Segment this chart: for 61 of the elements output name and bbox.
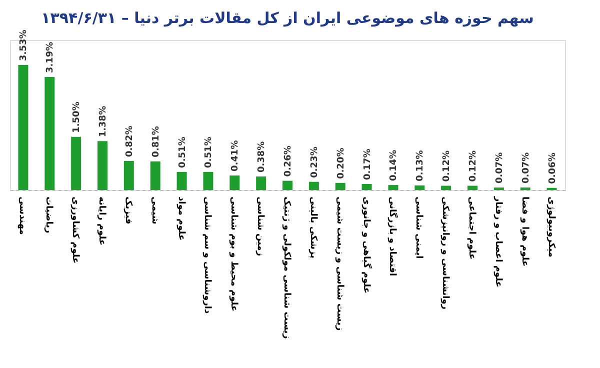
x-tick-label: زیست شناسی و زیست شیمی (334, 196, 344, 331)
data-label: 0.81% (151, 126, 162, 158)
bar (203, 172, 214, 190)
x-tick-label: علوم هوا و فضا (519, 196, 530, 267)
data-label: 1.50% (72, 102, 82, 133)
data-label: 0.41% (230, 140, 241, 172)
x-tick-label: پزشکی بالینی (308, 196, 318, 258)
data-label: 0.07% (494, 152, 505, 184)
data-label: 0.12% (442, 150, 452, 182)
bar (335, 182, 346, 190)
bar (71, 136, 82, 190)
bar (388, 185, 398, 190)
data-label: 1.38% (98, 106, 108, 138)
data-label: 3.19% (46, 42, 56, 74)
data-label: 0.20% (336, 148, 346, 179)
data-label: 0.17% (362, 148, 373, 180)
chart-title: سهم حوزه های موضوعی ایران از کل مقالات برتر دنیا – ۱۳۹۴/۶/۳۱ (41, 8, 534, 27)
data-label: 0.14% (389, 150, 400, 182)
x-tick-label: علوم اعصاب و رفتار (492, 196, 503, 288)
x-tick-label: علوم اجتماعی (466, 196, 476, 260)
x-tick-label: مهندسی (17, 196, 28, 235)
data-label: 3.53% (19, 30, 30, 61)
data-label: 0.51% (178, 136, 188, 168)
data-label: 0.82% (124, 126, 135, 157)
bar (468, 186, 478, 190)
x-tick-label: علوم رایانه (96, 196, 106, 246)
data-label: 0.07% (521, 152, 532, 184)
bar (362, 184, 372, 190)
bar (230, 175, 240, 190)
x-tick-label: ایمنی شناسی (414, 196, 424, 259)
data-label: 0.26% (284, 146, 294, 177)
data-label: 0.13% (416, 150, 426, 182)
x-tick-label: علوم کشاورزی (70, 196, 80, 264)
bar (256, 176, 266, 190)
x-tick-label: داروشناسی و سم شناسی (202, 196, 212, 314)
x-tick-label: علوم محیط و بوم شناسی (228, 196, 239, 312)
bar (18, 65, 28, 190)
bar (124, 160, 134, 190)
bar (98, 141, 108, 190)
bar (176, 172, 187, 190)
data-label: 0.51% (204, 136, 214, 168)
x-tick-label: میکروبیولوژی (546, 196, 556, 258)
data-label: 0.23% (310, 146, 320, 178)
x-tick-label: روانشناسی و روانپزشکی (440, 196, 450, 310)
x-tick-label: زیست شناسی مولکولی و ژنتیک (282, 196, 292, 339)
bar (44, 77, 55, 190)
bar (441, 186, 452, 190)
data-label: 0.38% (257, 141, 268, 173)
data-label: 0.06% (548, 152, 558, 184)
bar (150, 161, 160, 190)
x-tick-label: علوم مواد (176, 196, 186, 241)
bar (282, 180, 292, 190)
x-tick-label: اقتصاد و بازرگانی (387, 196, 400, 276)
bar (308, 182, 319, 190)
x-tick-label: شیمی (149, 196, 160, 224)
bar (414, 185, 425, 190)
x-tick-label: زمین شناسی (255, 196, 266, 256)
x-tick-label: علوم گیاهی و جانوری (360, 196, 373, 294)
data-label: 0.12% (468, 150, 478, 182)
x-tick-label: فیزیک (122, 196, 133, 224)
x-tick-label: ریاضیات (44, 196, 54, 234)
